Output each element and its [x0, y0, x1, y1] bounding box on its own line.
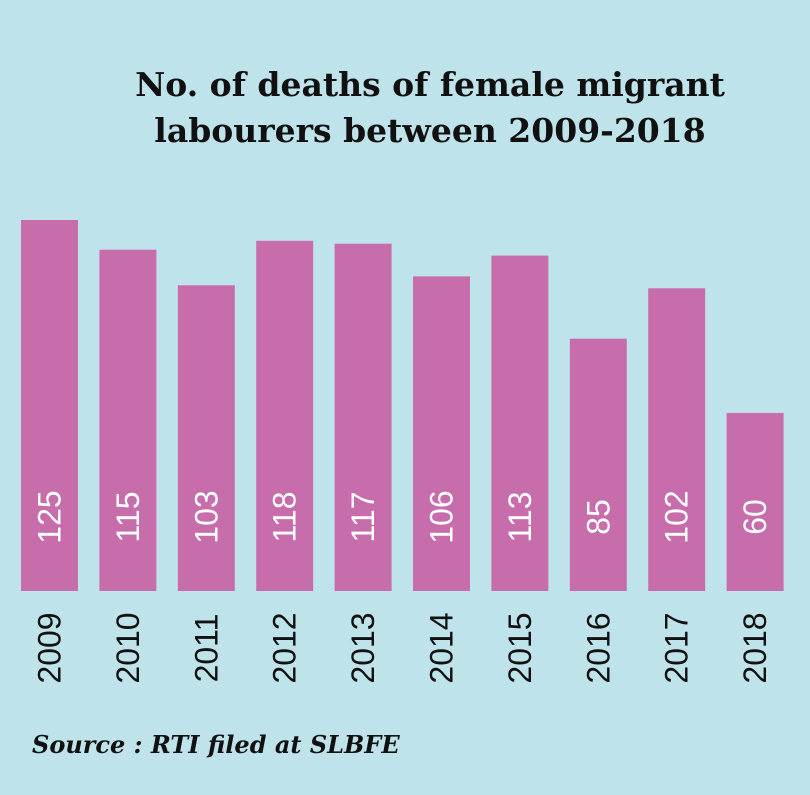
source-note: Source : RTI filed at SLBFE	[32, 730, 400, 759]
chart-title: No. of deaths of female migrant labourer…	[0, 62, 810, 154]
bar-2016	[569, 338, 627, 591]
bar-2013	[334, 243, 392, 591]
bar-2017	[648, 288, 706, 591]
bar-2011	[177, 285, 235, 591]
chart-title-line-2: labourers between 2009-2018	[154, 111, 706, 150]
bar-value-label-2010: 115	[110, 491, 146, 542]
bar-value-label-2013: 117	[345, 491, 381, 542]
bar-value-label-2016: 85	[580, 499, 616, 535]
bar-2018	[726, 412, 784, 591]
bar-value-label-2018: 60	[737, 499, 773, 535]
bar-value-label-2012: 118	[267, 491, 303, 542]
x-tick-label-2011: 2011	[188, 614, 224, 683]
bar-2014	[413, 276, 470, 591]
x-tick-label-2012: 2012	[267, 612, 303, 683]
x-tick-label-2016: 2016	[580, 612, 616, 683]
bar-value-label-2015: 113	[502, 491, 538, 542]
x-tick-label-2014: 2014	[424, 612, 460, 683]
bar-value-label-2017: 102	[659, 490, 695, 543]
chart-title-line-1: No. of deaths of female migrant	[135, 65, 725, 104]
bar-value-label-2009: 125	[32, 490, 68, 543]
x-tick-label-2010: 2010	[110, 612, 146, 683]
bar-2012	[256, 240, 314, 592]
x-tick-label-2013: 2013	[345, 612, 381, 683]
bar-2015	[491, 255, 549, 591]
x-tick-label-2017: 2017	[659, 612, 695, 683]
bar-value-label-2011: 103	[188, 490, 224, 543]
bar-value-label-2014: 106	[424, 490, 460, 543]
x-tick-label-2018: 2018	[737, 612, 773, 683]
bar-2009	[21, 220, 78, 591]
x-tick-label-2015: 2015	[502, 612, 538, 683]
x-tick-label-2009: 2009	[32, 612, 68, 683]
bar-2010	[99, 249, 157, 591]
